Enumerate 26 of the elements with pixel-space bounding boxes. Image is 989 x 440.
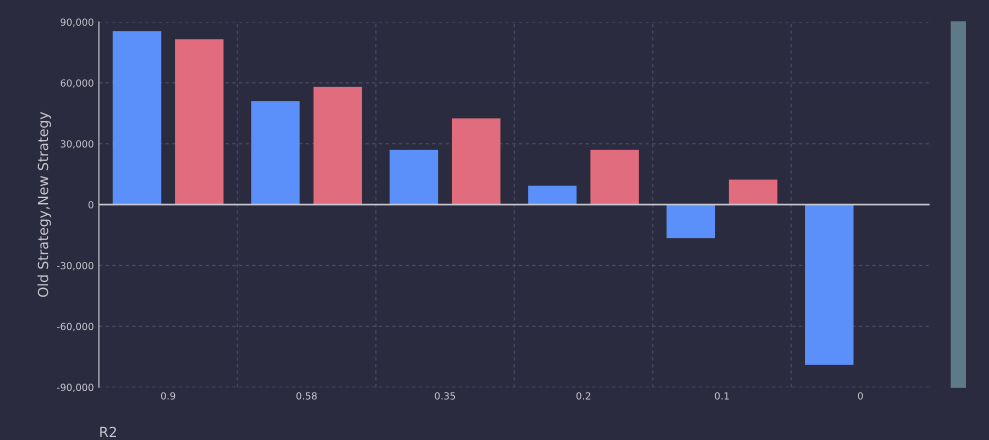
bar (666, 204, 716, 238)
x-tick-label: 0.35 (434, 392, 456, 400)
x-tick-label: 0.2 (576, 392, 590, 400)
y-tick-label: -30,000 (56, 262, 94, 270)
y-tick-label: 0 (88, 201, 94, 208)
y-tick-label: 60,000 (60, 79, 94, 88)
x-tick-label: 0.1 (714, 392, 729, 400)
x-tick-label: 0.58 (296, 392, 317, 400)
x-tick-label: 0 (858, 392, 863, 400)
bar (528, 186, 577, 205)
y-tick-label: 30,000 (60, 140, 94, 149)
bar (251, 101, 300, 205)
bar (314, 86, 362, 205)
bar (175, 39, 224, 205)
x-tick-label: 0.9 (161, 392, 176, 400)
bar (112, 31, 162, 205)
bar (805, 204, 854, 365)
bar (728, 180, 778, 205)
y-tick-label: -60,000 (56, 322, 94, 332)
bar (452, 118, 500, 205)
x-axis-title: R2 (100, 426, 116, 438)
bar (390, 150, 438, 205)
y-tick-label: -90,000 (56, 384, 94, 392)
bar (590, 150, 639, 205)
y-tick-label: 90,000 (60, 18, 94, 27)
y-axis-title: Old Strategy,New Strategy (38, 112, 51, 297)
